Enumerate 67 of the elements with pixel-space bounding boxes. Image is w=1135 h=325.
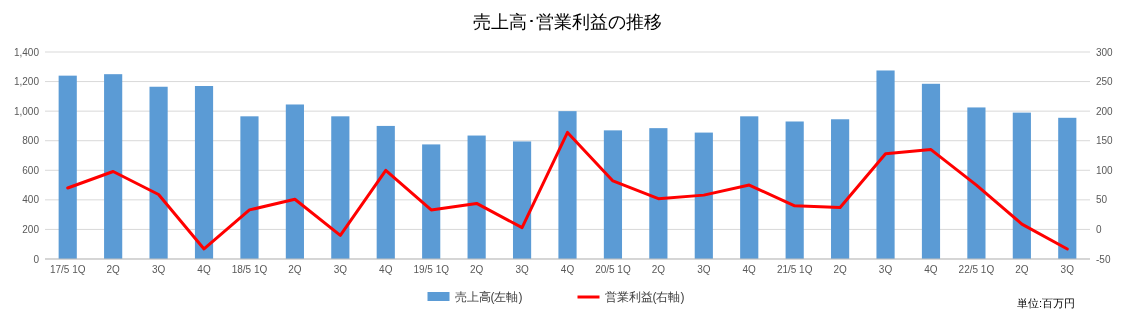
y-tick-label: 1,200 xyxy=(13,76,40,88)
bar xyxy=(422,144,441,259)
bar xyxy=(194,86,214,259)
x-tick-label: 18/5 1Q xyxy=(231,264,268,275)
bar xyxy=(558,111,577,259)
x-tick-label: 3Q xyxy=(151,264,166,275)
bar xyxy=(512,141,532,259)
y2-tick-label: 250 xyxy=(1096,76,1114,88)
legend-label: 売上高(左軸) xyxy=(454,290,523,305)
x-tick-label: 4Q xyxy=(379,264,393,275)
x-tick-label: 20/5 1Q xyxy=(595,264,631,275)
x-tick-label: 22/5 1Q xyxy=(958,264,995,275)
bar xyxy=(149,86,168,259)
x-tick-label: 4Q xyxy=(742,264,757,275)
y2-tick-label: 50 xyxy=(1096,194,1108,206)
bar xyxy=(785,121,804,259)
bar xyxy=(331,116,350,259)
x-tick-label: 19/5 1Q xyxy=(413,264,450,275)
bar xyxy=(694,132,713,259)
bar xyxy=(831,119,850,259)
bar xyxy=(285,104,304,259)
x-tick-label: 2Q xyxy=(651,264,666,275)
y-tick-label: 1,400 xyxy=(13,46,40,58)
bar xyxy=(876,70,895,259)
bar xyxy=(58,75,77,259)
x-tick-label: 17/5 1Q xyxy=(49,264,86,275)
text: 単位:百万円 xyxy=(1016,296,1075,309)
y2-tick-label: -50 xyxy=(1096,253,1111,265)
y-tick-label: 400 xyxy=(22,194,40,206)
y2-tick-label: 200 xyxy=(1096,105,1114,117)
line-series xyxy=(66,130,1069,251)
y2-tick-label: 0 xyxy=(1096,223,1102,235)
bar xyxy=(467,135,486,259)
legend-label: 営業利益(右軸) xyxy=(604,290,685,305)
bar xyxy=(649,128,668,259)
y-tick-label: 0 xyxy=(33,253,40,265)
x-tick-label: 21/5 1Q xyxy=(776,264,813,275)
x-tick-label: 3Q xyxy=(515,264,529,275)
y-tick-label: 1,000 xyxy=(13,105,40,117)
y2-tick-label: 150 xyxy=(1096,135,1114,147)
bar xyxy=(1058,117,1077,259)
x-tick-label: 2Q xyxy=(288,264,302,275)
bar xyxy=(376,125,395,259)
bar xyxy=(1012,112,1031,259)
x-tick-label: 4Q xyxy=(560,264,575,275)
bar xyxy=(603,130,623,259)
x-tick-label: 3Q xyxy=(697,264,711,275)
bar xyxy=(921,83,941,259)
x-tick-label: 2Q xyxy=(106,264,121,275)
x-tick-label: 2Q xyxy=(833,264,847,275)
x-tick-label: 3Q xyxy=(1060,264,1075,275)
y-tick-label: 800 xyxy=(22,135,40,147)
y2-tick-label: 100 xyxy=(1096,164,1114,176)
bar xyxy=(240,116,259,259)
chart-title: 売上高･営業利益の推移 xyxy=(473,12,662,32)
bar xyxy=(104,74,123,259)
bar xyxy=(967,107,986,259)
x-tick-label: 4Q xyxy=(924,264,938,275)
y-tick-label: 600 xyxy=(22,164,40,176)
y-tick-label: 200 xyxy=(22,223,40,235)
x-tick-label: 2Q xyxy=(469,264,484,275)
x-tick-label: 2Q xyxy=(1015,264,1029,275)
y2-tick-label: 300 xyxy=(1096,46,1114,58)
x-tick-label: 3Q xyxy=(878,264,893,275)
x-tick-label: 4Q xyxy=(197,264,211,275)
bar xyxy=(740,116,759,259)
x-tick-label: 3Q xyxy=(333,264,348,275)
